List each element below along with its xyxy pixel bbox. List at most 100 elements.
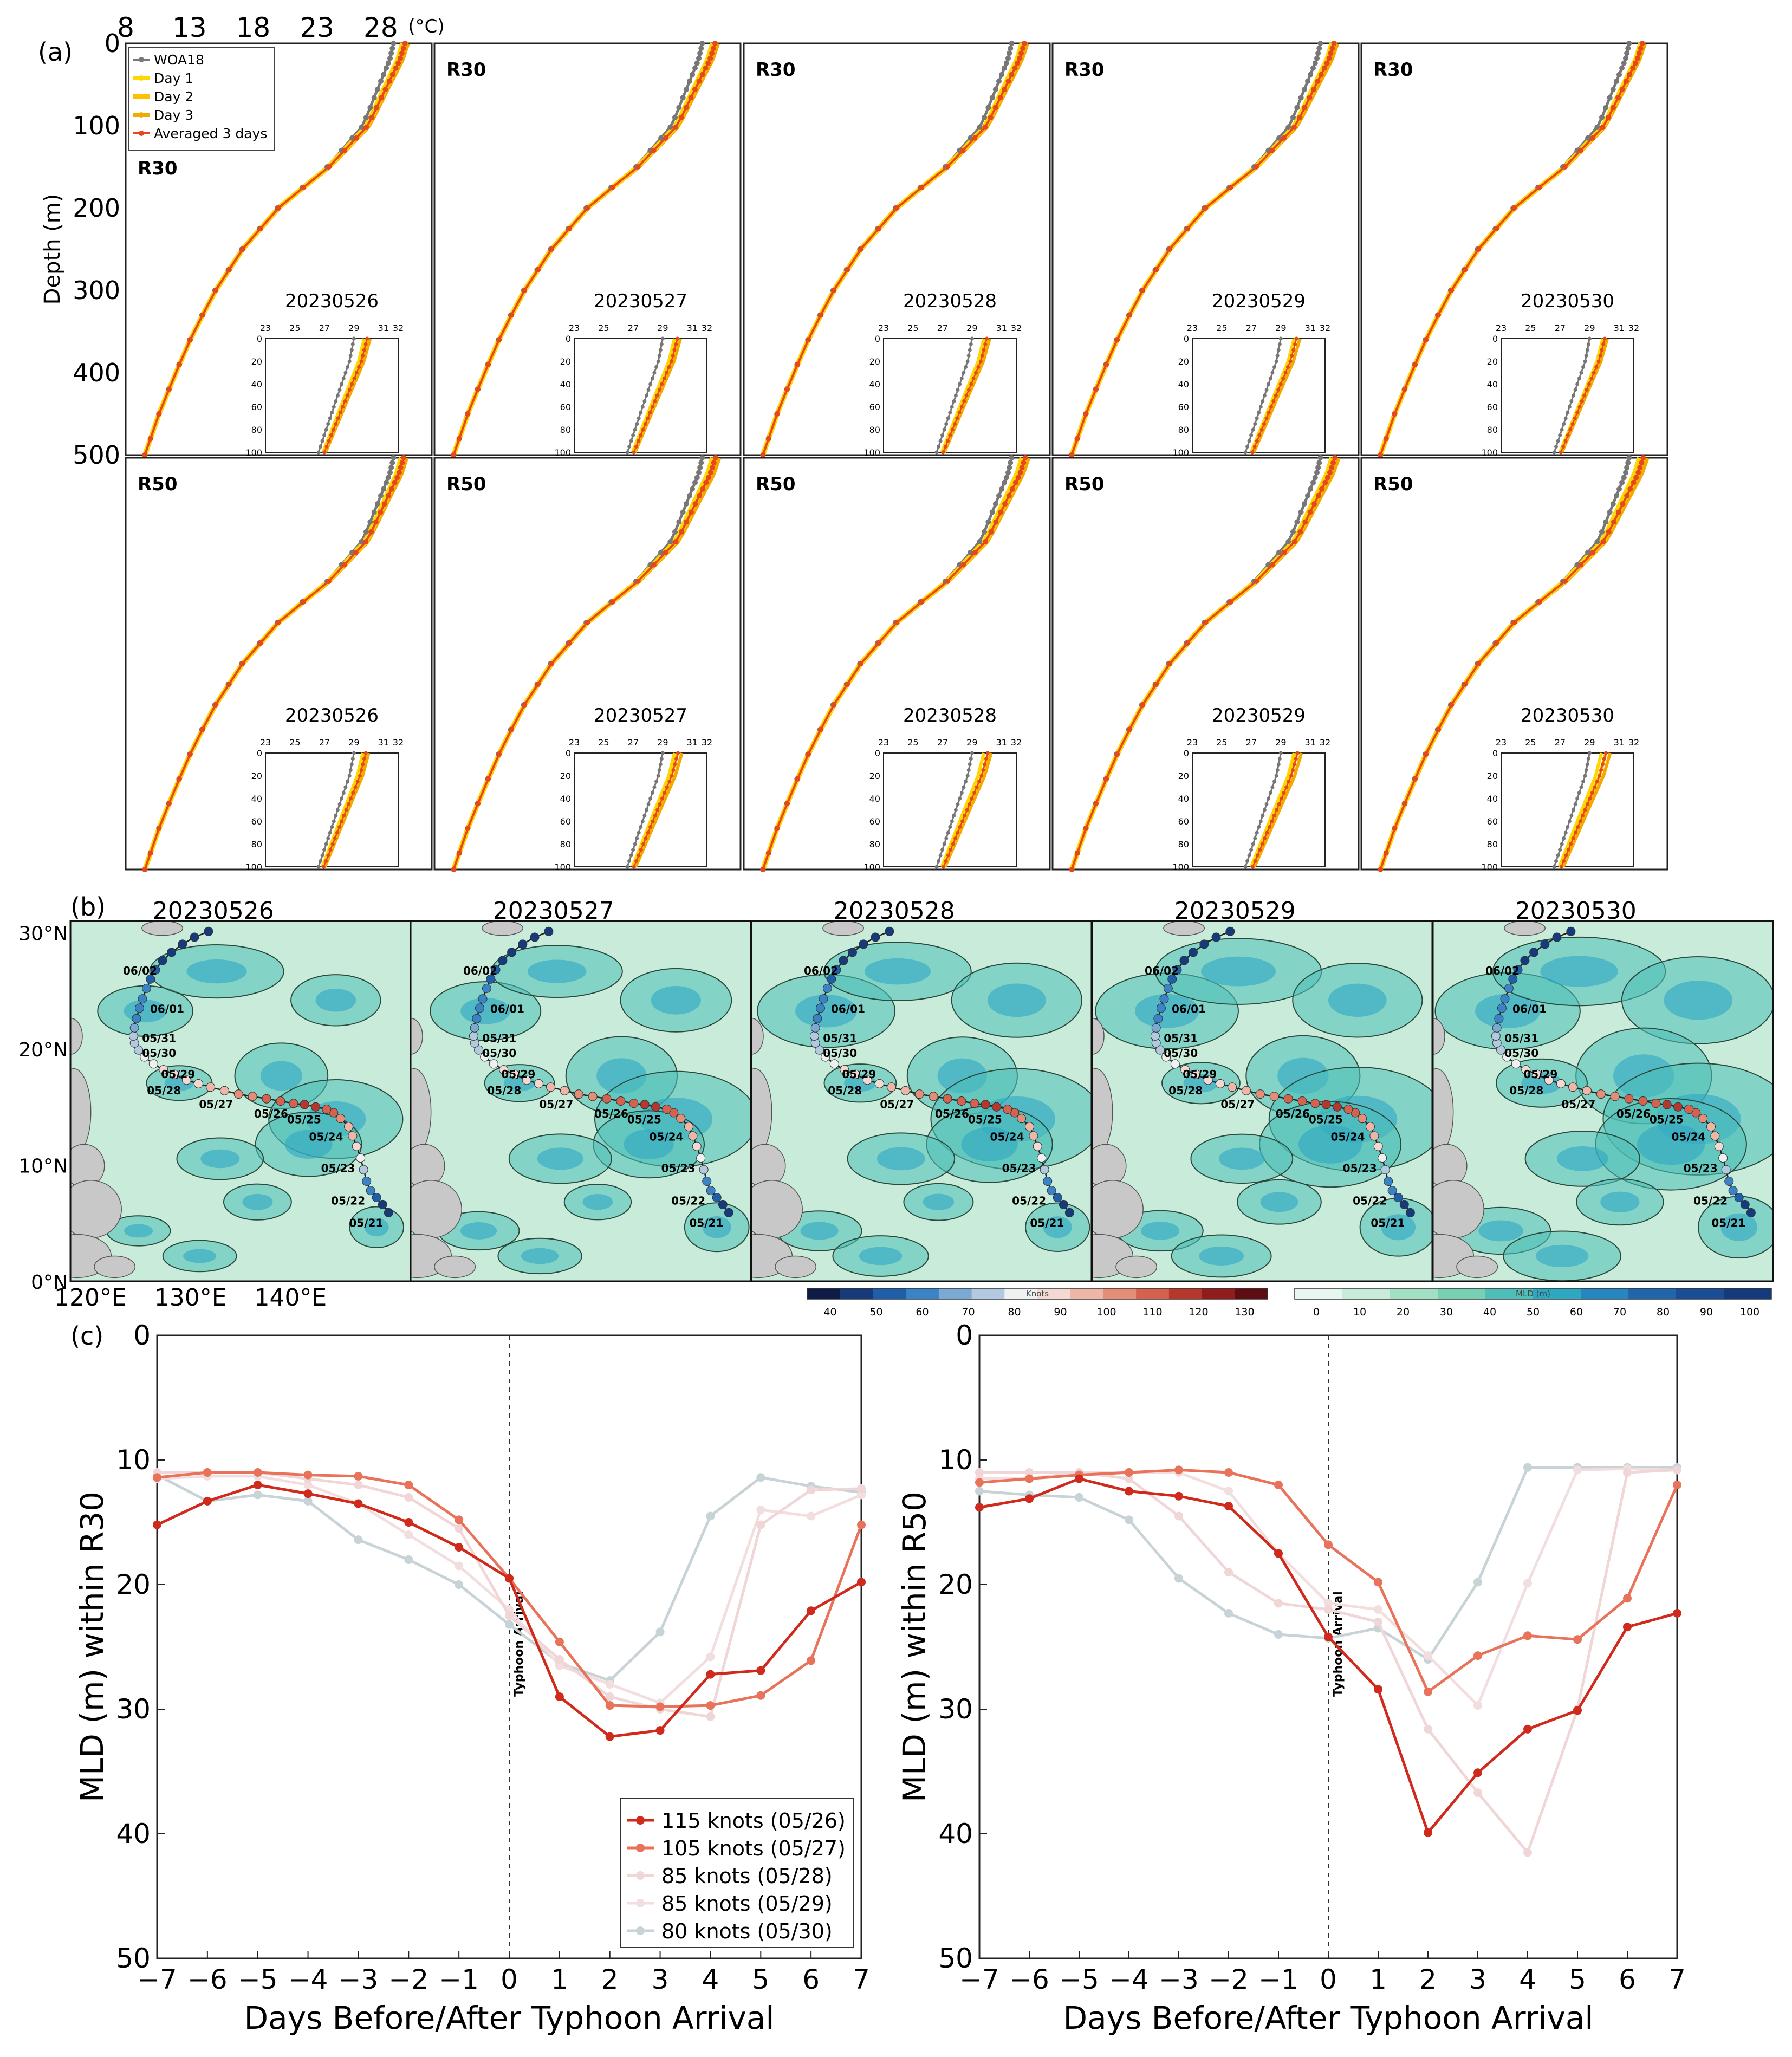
woa18-point (981, 114, 987, 120)
inset-avg-line-point (322, 450, 327, 455)
mld-series-point (1523, 1463, 1532, 1472)
avg-point (1536, 185, 1542, 190)
inset-woa18-line-point (1274, 774, 1278, 778)
avg-point (341, 562, 347, 568)
track-point (1037, 1153, 1047, 1163)
inset-woa18-line-point (1261, 399, 1265, 403)
mld-series-point (354, 1471, 363, 1481)
inset-avg-line-point (651, 819, 655, 823)
inset-avg-line-point (653, 399, 657, 403)
knots-colorbar-segment (1136, 1288, 1170, 1299)
track-date-label: 05/21 (349, 1216, 383, 1229)
inset-avg-line-point (328, 848, 333, 852)
inset-avg-line-point (643, 422, 647, 426)
woa18-point (672, 529, 678, 535)
avg-point (765, 850, 771, 856)
track-point (1159, 994, 1169, 1004)
inset-y-tick: 40 (1487, 794, 1498, 804)
mld-series-point (1374, 1618, 1382, 1626)
inset-avg-line-point (1577, 405, 1582, 409)
track-date-label: 05/31 (1504, 1031, 1538, 1044)
inset-avg-line-point (983, 762, 987, 767)
track-point (1059, 1199, 1068, 1209)
mld-colorbar-segment (1295, 1288, 1343, 1299)
knots-colorbar-segment (840, 1288, 873, 1299)
inset-woa18-line-point (1253, 836, 1257, 840)
woa18-point (1003, 60, 1009, 66)
track-date-label: 06/01 (490, 1003, 524, 1016)
woa18-point (1624, 50, 1630, 56)
woa18-point (696, 470, 702, 476)
inset-x-tick: 23 (260, 323, 271, 333)
track-date-label: 05/23 (1343, 1162, 1377, 1175)
track-point (1511, 1059, 1521, 1069)
avg-point (1321, 65, 1327, 71)
inset-woa18-line-point (962, 371, 966, 375)
date-label: 20230527 (594, 290, 687, 312)
inset-avg-line-point (982, 348, 986, 352)
woa18-point (1290, 114, 1296, 120)
knots-colorbar-segment (1004, 1288, 1038, 1299)
mld-series-point (1174, 1511, 1183, 1521)
mld-colorbar-segment (1533, 1288, 1581, 1299)
track-point (262, 1094, 271, 1104)
inset-avg-line-point (662, 377, 666, 380)
inset-y-tick: 100 (1172, 447, 1189, 458)
woa18-point (371, 509, 377, 515)
track-point (1496, 1045, 1506, 1055)
avg-point (567, 640, 573, 646)
avg-point (1615, 95, 1621, 101)
track-point (819, 994, 828, 1004)
woa18-point (359, 125, 365, 131)
woa18-point (1613, 78, 1619, 84)
track-date-label: 05/29 (1523, 1068, 1557, 1081)
avg-point (257, 640, 263, 646)
mld-series-point (1623, 1468, 1632, 1477)
mld-series-point (857, 1578, 866, 1587)
inset-woa18-line-point (1571, 393, 1575, 398)
avg-point (485, 776, 491, 782)
map-content: 05/2105/2205/2305/2405/2505/2605/2705/28… (1433, 921, 1773, 1281)
inset-avg-line-point (676, 751, 680, 755)
inset-avg-line-point (1566, 848, 1570, 852)
inset-woa18-line-point (627, 445, 632, 449)
track-point (859, 939, 868, 949)
mld-patch-core (260, 1061, 303, 1091)
radius-label: R50 (756, 473, 796, 495)
avg-point (1269, 562, 1275, 568)
mld-series-point (1473, 1768, 1482, 1777)
inset-avg-line-point (639, 848, 643, 852)
legend-box (128, 47, 275, 151)
woa18-point (1626, 455, 1632, 460)
inset-avg-line-point (1601, 342, 1606, 346)
depth-tick-label: 400 (73, 358, 120, 387)
map-panel-20230530: 05/2105/2205/2305/2405/2505/2605/2705/28… (1432, 897, 1774, 1282)
inset-avg-line-point (966, 388, 971, 392)
woa18-point (1603, 105, 1609, 111)
avg-point (876, 640, 882, 646)
avg-point (1624, 78, 1629, 84)
inset-x-tick: 31 (378, 737, 389, 748)
avg-point (1254, 579, 1259, 584)
woa18-point (1619, 65, 1625, 71)
inset-y-tick: 20 (869, 356, 880, 367)
avg-point (1153, 267, 1159, 272)
avg-point (508, 726, 514, 732)
track-point (1399, 1199, 1409, 1209)
inset-avg-line-point (958, 825, 962, 829)
inset-avg-line-point (949, 848, 953, 852)
avg-point (368, 529, 374, 535)
track-point (1163, 983, 1173, 993)
inset-woa18-line-point (330, 411, 334, 414)
inset-avg-line-point (324, 859, 328, 863)
date-label: 20230528 (903, 705, 997, 726)
avg-point (1021, 41, 1027, 46)
avg-point (1127, 726, 1133, 732)
track-point (151, 965, 160, 975)
inset-avg-line-point (977, 780, 981, 783)
inset-woa18-line-point (326, 836, 330, 840)
woa18-point (667, 539, 673, 545)
